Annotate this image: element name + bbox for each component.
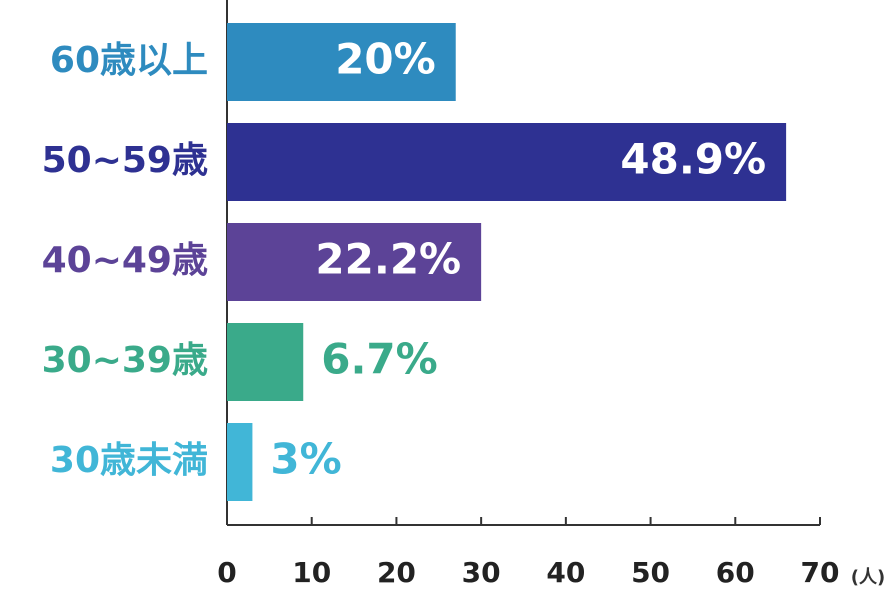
value-label: 22.2% xyxy=(315,235,461,284)
category-label: 30~39歳 xyxy=(42,340,208,381)
x-tick-label: 60 xyxy=(716,556,755,589)
category-label: 50~59歳 xyxy=(42,140,208,181)
bar xyxy=(227,223,482,301)
value-label: 3% xyxy=(270,435,341,484)
x-tick-label: 30 xyxy=(462,556,501,589)
x-tick-label: 0 xyxy=(217,556,236,589)
x-tick-label: 70 xyxy=(801,556,840,589)
x-unit-label: (人) xyxy=(851,567,885,588)
x-tick-label: 50 xyxy=(631,556,670,589)
bar xyxy=(227,123,787,201)
value-label: 48.9% xyxy=(620,135,766,184)
bar xyxy=(227,23,456,101)
category-label: 60歳以上 xyxy=(50,40,208,81)
bar xyxy=(227,423,253,501)
value-label: 20% xyxy=(335,35,436,84)
x-tick-label: 40 xyxy=(546,556,585,589)
x-tick-label: 10 xyxy=(292,556,331,589)
value-label: 6.7% xyxy=(321,335,437,384)
bar xyxy=(227,323,304,401)
category-label: 40~49歳 xyxy=(42,240,208,281)
x-tick-label: 20 xyxy=(377,556,416,589)
category-label: 30歳未満 xyxy=(50,440,208,481)
